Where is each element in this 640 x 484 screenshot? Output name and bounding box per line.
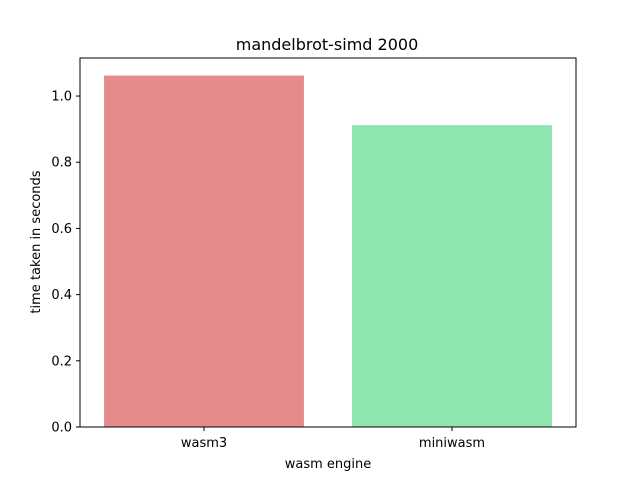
x-tick-label: wasm3	[181, 436, 227, 451]
y-tick-label: 0.8	[51, 156, 72, 171]
y-axis-label: time taken in seconds	[29, 170, 44, 313]
bar-wasm3	[104, 75, 304, 427]
chart-title: mandelbrot-simd 2000	[236, 35, 419, 54]
y-ticks-group: 0.0 0.2 0.4 0.6 0.8 1.0	[51, 90, 80, 436]
y-tick-label: 0.6	[51, 222, 72, 237]
y-tick-label: 0.0	[51, 421, 72, 436]
bar-miniwasm	[352, 125, 552, 428]
x-axis-label: wasm engine	[285, 457, 372, 472]
x-ticks-group: wasm3 miniwasm	[181, 427, 485, 451]
plot-frame	[79, 57, 577, 428]
y-tick-label: 0.4	[51, 288, 72, 303]
bars-group	[104, 75, 552, 428]
x-tick-label: miniwasm	[419, 436, 485, 451]
y-tick-label: 1.0	[51, 90, 72, 105]
y-tick-label: 0.2	[51, 354, 72, 369]
